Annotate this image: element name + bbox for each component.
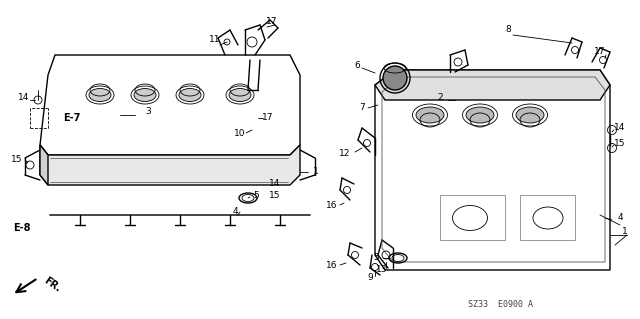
Text: 14: 14	[19, 93, 29, 101]
Polygon shape	[375, 70, 610, 100]
Text: 16: 16	[326, 201, 338, 210]
Ellipse shape	[383, 66, 407, 90]
Ellipse shape	[89, 88, 111, 101]
Text: FR.: FR.	[42, 276, 63, 294]
Text: 3: 3	[145, 108, 151, 116]
Text: 9: 9	[367, 273, 373, 283]
Text: 15: 15	[12, 155, 23, 165]
Text: 14: 14	[614, 123, 626, 132]
Text: E-7: E-7	[63, 113, 81, 123]
Text: 1: 1	[622, 227, 628, 236]
Ellipse shape	[179, 88, 201, 101]
Text: E-8: E-8	[13, 223, 31, 233]
Text: 11: 11	[209, 35, 221, 44]
Polygon shape	[40, 145, 300, 185]
Text: 2: 2	[437, 93, 443, 102]
Text: 4: 4	[232, 207, 238, 217]
Text: 6: 6	[354, 61, 360, 70]
Ellipse shape	[466, 107, 494, 123]
Text: 17: 17	[262, 114, 274, 122]
Text: 13: 13	[376, 265, 388, 275]
Text: 17: 17	[595, 48, 605, 56]
Text: 14: 14	[269, 179, 281, 188]
Polygon shape	[40, 55, 300, 155]
Bar	[440, 195, 505, 240]
Text: 1: 1	[313, 167, 319, 176]
Text: 15: 15	[269, 190, 281, 199]
Ellipse shape	[416, 107, 444, 123]
Text: 5: 5	[373, 254, 379, 263]
Text: 17: 17	[266, 18, 278, 26]
Text: 5: 5	[253, 190, 259, 199]
Text: SZ33  E0900 A: SZ33 E0900 A	[467, 300, 532, 309]
Text: 16: 16	[326, 261, 338, 270]
Ellipse shape	[516, 107, 544, 123]
Text: 7: 7	[359, 103, 365, 113]
Text: 12: 12	[339, 149, 351, 158]
Polygon shape	[40, 145, 48, 185]
Ellipse shape	[134, 88, 156, 101]
Polygon shape	[375, 70, 610, 270]
Text: 15: 15	[614, 138, 626, 147]
Bar	[520, 195, 575, 240]
Text: 8: 8	[505, 26, 511, 34]
Text: 10: 10	[234, 129, 246, 137]
Text: 4: 4	[617, 213, 623, 222]
Ellipse shape	[229, 88, 251, 101]
